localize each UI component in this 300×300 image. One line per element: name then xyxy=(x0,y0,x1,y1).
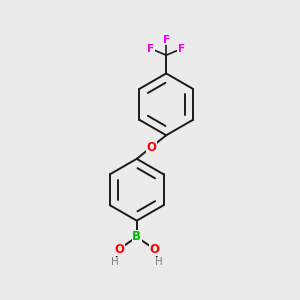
Text: B: B xyxy=(132,230,141,243)
Text: F: F xyxy=(147,44,155,54)
Text: O: O xyxy=(114,243,124,256)
Text: O: O xyxy=(149,243,159,256)
Text: F: F xyxy=(178,44,185,54)
Text: H: H xyxy=(155,257,163,268)
Text: O: O xyxy=(146,141,157,154)
Text: H: H xyxy=(111,257,119,268)
Text: F: F xyxy=(163,35,170,45)
